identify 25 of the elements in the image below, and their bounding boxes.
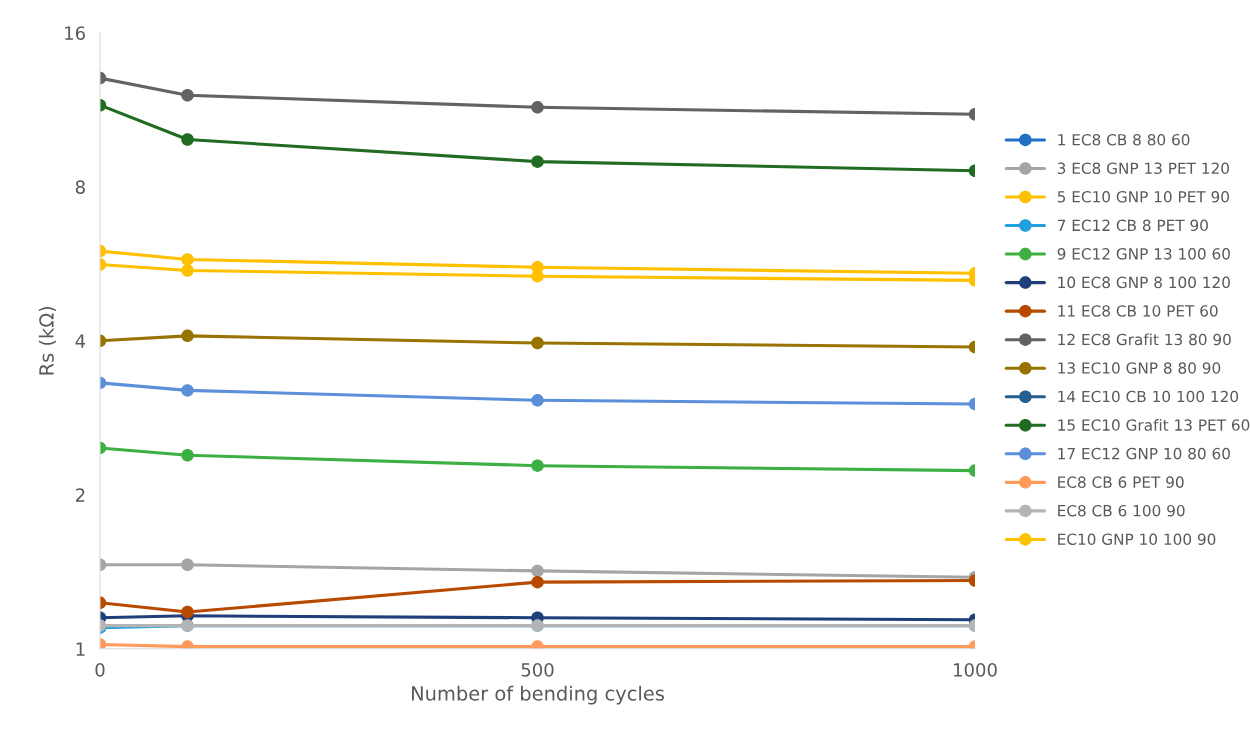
y-tick-label: 1 — [76, 642, 85, 656]
y-tick-label: 16 — [65, 26, 85, 40]
y-axis-title: Rs (kΩ) — [38, 306, 57, 375]
legend-label: 14 EC10 CB 10 100 120 — [1058, 390, 1239, 403]
y-tick-label: 8 — [75, 180, 85, 194]
legend-label: 15 EC10 Grafit 13 PET 60 — [1058, 419, 1250, 431]
legend-label: EC8 CB 6 100 90 — [1058, 504, 1185, 517]
legend-label: 1 EC8 CB 8 80 60 — [1058, 133, 1190, 146]
legend-label: 3 EC8 GNP 13 PET 120 — [1057, 162, 1229, 175]
x-tick-label: 1000 — [954, 663, 997, 677]
legend-label: 11 EC8 CB 10 PET 60 — [1058, 305, 1218, 317]
y-tick-label: 2 — [75, 488, 85, 502]
y-tick-label: 4 — [75, 334, 86, 348]
legend-label: 12 EC8 Grafit 13 80 90 — [1058, 333, 1231, 346]
legend-label: 10 EC8 GNP 8 100 120 — [1058, 276, 1230, 289]
legend-label: 13 EC10 GNP 8 80 90 — [1058, 362, 1221, 374]
legend-label: 9 EC12 GNP 13 100 60 — [1057, 248, 1230, 260]
x-axis-title: Number of bending cycles — [412, 685, 664, 705]
x-tick-label: 500 — [521, 663, 554, 677]
x-tick-label: 0 — [95, 663, 105, 677]
legend-label: 7 EC12 CB 8 PET 90 — [1057, 219, 1208, 232]
legend-label: 17 EC12 GNP 10 80 60 — [1058, 447, 1230, 460]
legend-label: EC10 GNP 10 100 90 — [1058, 533, 1216, 545]
legend-label: EC8 CB 6 PET 90 — [1058, 476, 1184, 488]
legend-label: 5 EC10 GNP 10 PET 90 — [1057, 191, 1229, 203]
